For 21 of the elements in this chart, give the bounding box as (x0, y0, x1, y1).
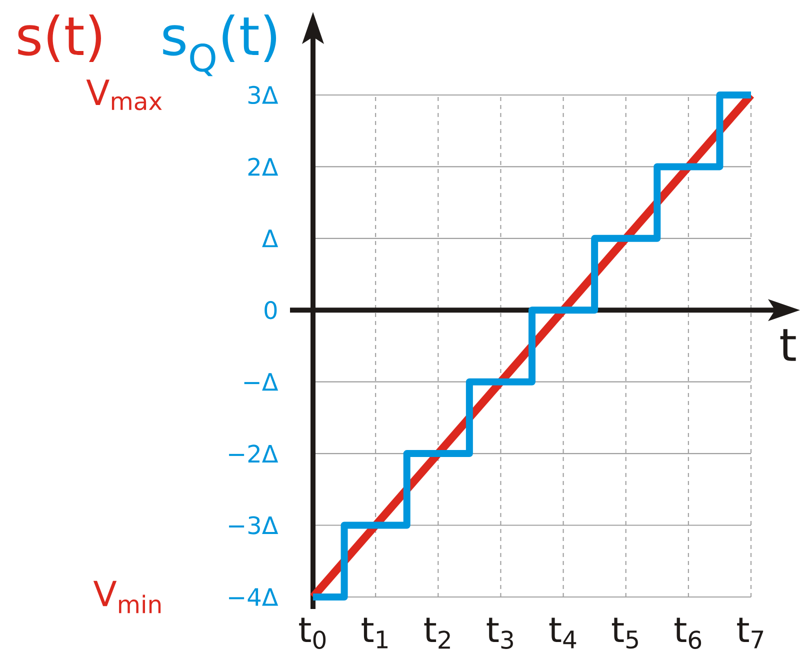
x-tick-label: t$_{5}$ (612, 618, 638, 649)
x-tick-label: t$_{0}$ (299, 618, 326, 649)
y-tick-label: 3Δ (248, 86, 278, 104)
x-tick-label: t$_{2}$ (424, 618, 450, 649)
y-tick-label: 0 (264, 301, 277, 320)
text: s(t) (18, 14, 101, 62)
x-tick-label: t$_{3}$ (486, 618, 513, 649)
text: V$_{max}$ (86, 80, 162, 110)
x-tick-label: t$_{4}$ (549, 618, 576, 648)
y-tick-label: Δ (262, 230, 278, 248)
x-tick-label: t$_{1}$ (362, 618, 388, 648)
x-tick-label: t$_{7}$ (737, 618, 764, 648)
text: s$_{Q}$(t) (163, 14, 276, 76)
x-axis-title: t (780, 329, 796, 361)
y-tick-label: −2Δ (229, 444, 278, 462)
text: V$_{min}$ (93, 580, 161, 614)
x-tick-label: t$_{6}$ (674, 618, 702, 649)
y-tick-label: −4Δ (229, 588, 278, 606)
y-tick-label: −3Δ (229, 516, 278, 534)
y-tick-label: 2Δ (248, 158, 278, 176)
y-tick-label: −Δ (244, 373, 278, 391)
